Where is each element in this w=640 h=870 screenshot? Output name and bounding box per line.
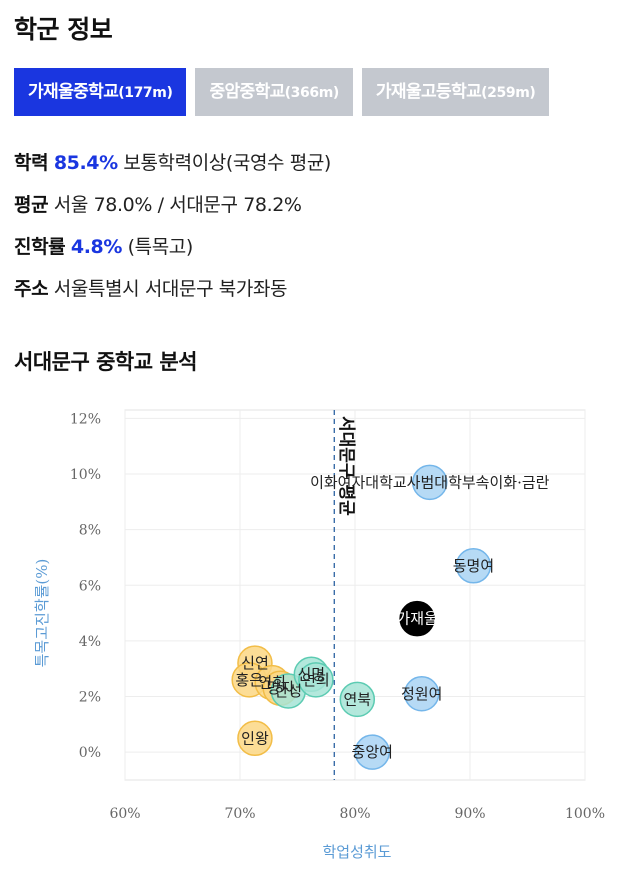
data-point <box>455 548 492 584</box>
data-point <box>403 676 440 712</box>
data-point <box>237 720 273 757</box>
school-info: 학력 85.4% 보통학력이상(국영수 평균) 평균 서울 78.0% / 서대… <box>14 148 331 316</box>
average-line-label: 서대문구 평균 <box>336 416 356 516</box>
data-point-label: 동명여 <box>453 557 494 575</box>
y-tick-label: 2% <box>79 690 101 706</box>
data-point-label: 인왕 <box>241 729 269 747</box>
tab-school-1[interactable]: 중암중학교(366m) <box>195 68 353 116</box>
tab-school-distance: (177m) <box>118 85 173 101</box>
tab-school-0[interactable]: 가재울중학교(177m) <box>14 68 187 116</box>
data-point-label: 가재울 <box>396 610 437 628</box>
x-tick-label: 70% <box>224 806 255 822</box>
y-tick-label: 12% <box>70 411 101 427</box>
page-title: 학군 정보 <box>14 15 113 44</box>
data-point-label: 한성 <box>274 682 302 700</box>
data-point-label: 신연 <box>241 654 269 672</box>
y-tick-label: 0% <box>79 745 101 761</box>
info-average: 평균 서울 78.0% / 서대문구 78.2% <box>14 190 331 220</box>
data-point <box>412 464 448 501</box>
info-advancement-label: 진학률 <box>14 236 66 258</box>
x-tick-label: 90% <box>454 806 485 822</box>
info-advancement-value: 4.8% <box>70 236 123 258</box>
info-academic-label: 학력 <box>14 152 49 174</box>
scatter-chart: 0% 2% 4% 6% 8% 10% 12% 60% 70% 80% 90% 100% 학업성취도 특목고… <box>33 409 605 861</box>
info-average-label: 평균 <box>14 194 49 216</box>
x-tick-label: 60% <box>109 806 140 822</box>
data-point-label: 신명 <box>297 665 325 683</box>
y-tick-label: 10% <box>70 467 101 483</box>
tab-school-distance: (259m) <box>481 85 536 101</box>
info-academic-value: 85.4% <box>53 152 118 174</box>
section-title: 서대문구 중학교 분석 <box>14 350 198 374</box>
info-advancement: 진학률 4.8% (특목고) <box>14 232 331 262</box>
school-tabs: 가재울중학교(177m) 중암중학교(366m) 가재울고등학교(259m) <box>14 68 612 116</box>
data-point <box>399 600 435 637</box>
info-address-text: 서울특별시 서대문구 북가좌동 <box>48 278 288 300</box>
data-point <box>354 734 390 770</box>
data-point <box>339 681 376 718</box>
tab-school-name: 중암중학교 <box>209 82 285 102</box>
y-axis-title: 특목고진학률(%) <box>33 559 51 668</box>
data-point-label: 연북 <box>343 690 371 708</box>
info-academic-desc: 보통학력이상(국영수 평균) <box>117 152 331 174</box>
tab-school-distance: (366m) <box>284 85 340 101</box>
data-point-label: 연희 <box>302 671 330 689</box>
x-axis-title: 학업성취도 <box>322 843 391 861</box>
data-point-label: 연희 <box>258 674 286 692</box>
data-point-label: 중앙여 <box>352 743 393 761</box>
info-address: 주소 서울특별시 서대문구 북가좌동 <box>14 274 331 304</box>
data-point-label: 정원여 <box>401 685 442 703</box>
info-average-text: 서울 78.0% / 서대문구 78.2% <box>48 194 302 216</box>
x-tick-label: 100% <box>565 806 605 822</box>
y-tick-label: 6% <box>79 578 101 594</box>
info-address-label: 주소 <box>14 278 49 300</box>
data-point-label: 이화여자대학교사범대학부속이화·금란 <box>310 473 550 491</box>
tab-school-name: 가재울중학교 <box>28 82 119 102</box>
data-point-label: 홍은 <box>235 671 263 689</box>
tab-school-2[interactable]: 가재울고등학교(259m) <box>361 68 550 116</box>
data-point <box>298 662 334 698</box>
y-tick-label: 4% <box>79 634 101 650</box>
info-academic: 학력 85.4% 보통학력이상(국영수 평균) <box>14 148 331 178</box>
data-point-label: 명지 <box>266 679 294 697</box>
x-tick-label: 80% <box>339 806 370 822</box>
tab-school-name: 가재울고등학교 <box>375 82 482 102</box>
y-tick-label: 8% <box>79 523 101 539</box>
info-advancement-desc: (특목고) <box>122 236 194 258</box>
